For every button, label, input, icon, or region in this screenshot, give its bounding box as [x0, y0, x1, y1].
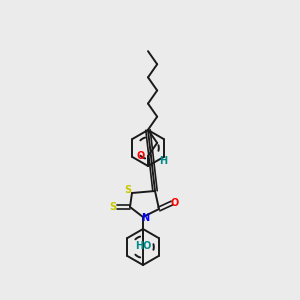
Text: HO: HO — [135, 241, 151, 251]
Text: S: S — [124, 185, 132, 195]
Text: N: N — [141, 213, 149, 223]
Text: O: O — [171, 198, 179, 208]
Text: S: S — [110, 202, 117, 212]
Text: O: O — [137, 151, 145, 161]
Text: H: H — [159, 155, 168, 166]
